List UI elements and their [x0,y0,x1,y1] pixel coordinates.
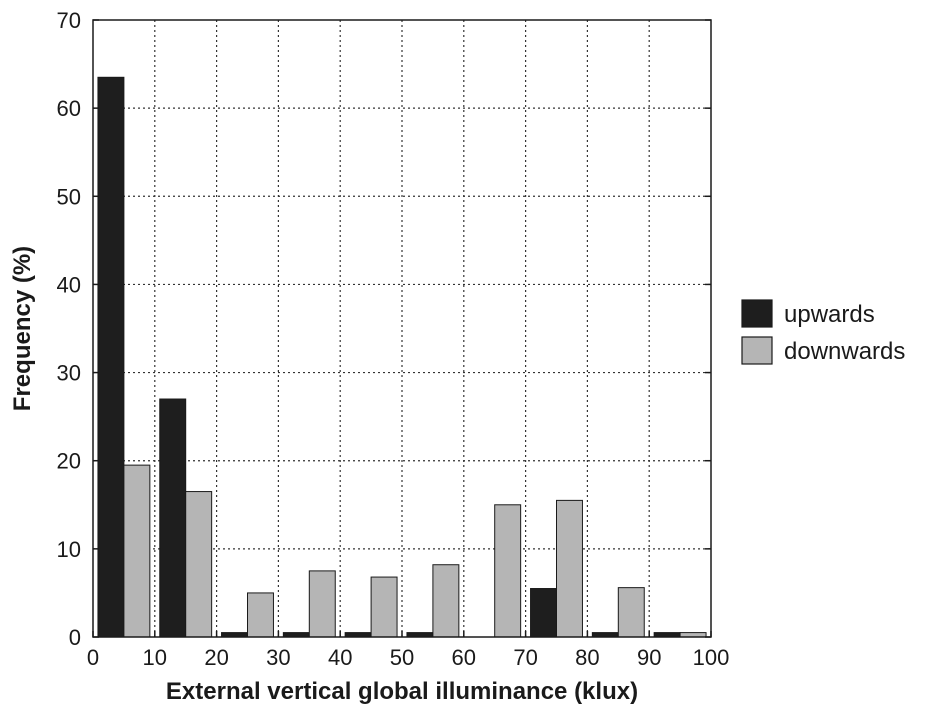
x-tick-label: 100 [693,645,730,670]
bar-upwards-10-20 [159,398,187,638]
y-tick-label: 60 [57,96,81,121]
y-tick-label: 10 [57,537,81,562]
legend-swatch-upwards [741,299,773,328]
x-tick-label: 40 [328,645,352,670]
bar-downwards-10-20 [185,491,213,638]
x-tick-label: 90 [637,645,661,670]
legend-swatch-downwards [741,336,773,365]
bar-group [97,76,707,638]
bar-upwards-0-10 [97,76,125,638]
y-axis-ticks: 0 10 20 30 40 50 60 70 [57,8,711,650]
bar-upwards-70-80 [530,588,558,638]
bar-downwards-50-60 [432,564,460,638]
x-tick-label: 0 [87,645,99,670]
bar-downwards-60-70 [494,504,522,638]
bar-downwards-80-90 [617,587,645,638]
y-tick-label: 40 [57,272,81,297]
y-tick-label: 50 [57,184,81,209]
y-tick-label: 30 [57,361,81,386]
x-tick-label: 50 [390,645,414,670]
bar-downwards-20-30 [247,592,274,638]
legend-label-upwards: upwards [784,301,875,328]
x-tick-label: 30 [266,645,290,670]
y-tick-label: 20 [57,449,81,474]
y-tick-label: 70 [57,8,81,33]
grid-lines [93,20,711,637]
x-tick-label: 60 [452,645,476,670]
y-tick-label: 0 [69,625,81,650]
bar-downwards-30-40 [308,570,336,638]
bar-downwards-40-50 [370,576,398,638]
x-tick-label: 80 [575,645,599,670]
x-axis-ticks: 0 10 20 30 40 50 60 70 80 90 100 [87,631,729,670]
x-tick-label: 10 [143,645,167,670]
y-axis-title: Frequency (%) [9,246,36,411]
legend: upwards downwards [741,299,905,365]
x-tick-label: 20 [204,645,228,670]
x-tick-label: 70 [513,645,537,670]
legend-label-downwards: downwards [784,338,905,365]
x-axis-title: External vertical global illuminance (kl… [166,678,638,705]
bar-downwards-70-80 [556,499,583,638]
bar-downwards-0-10 [123,464,151,638]
